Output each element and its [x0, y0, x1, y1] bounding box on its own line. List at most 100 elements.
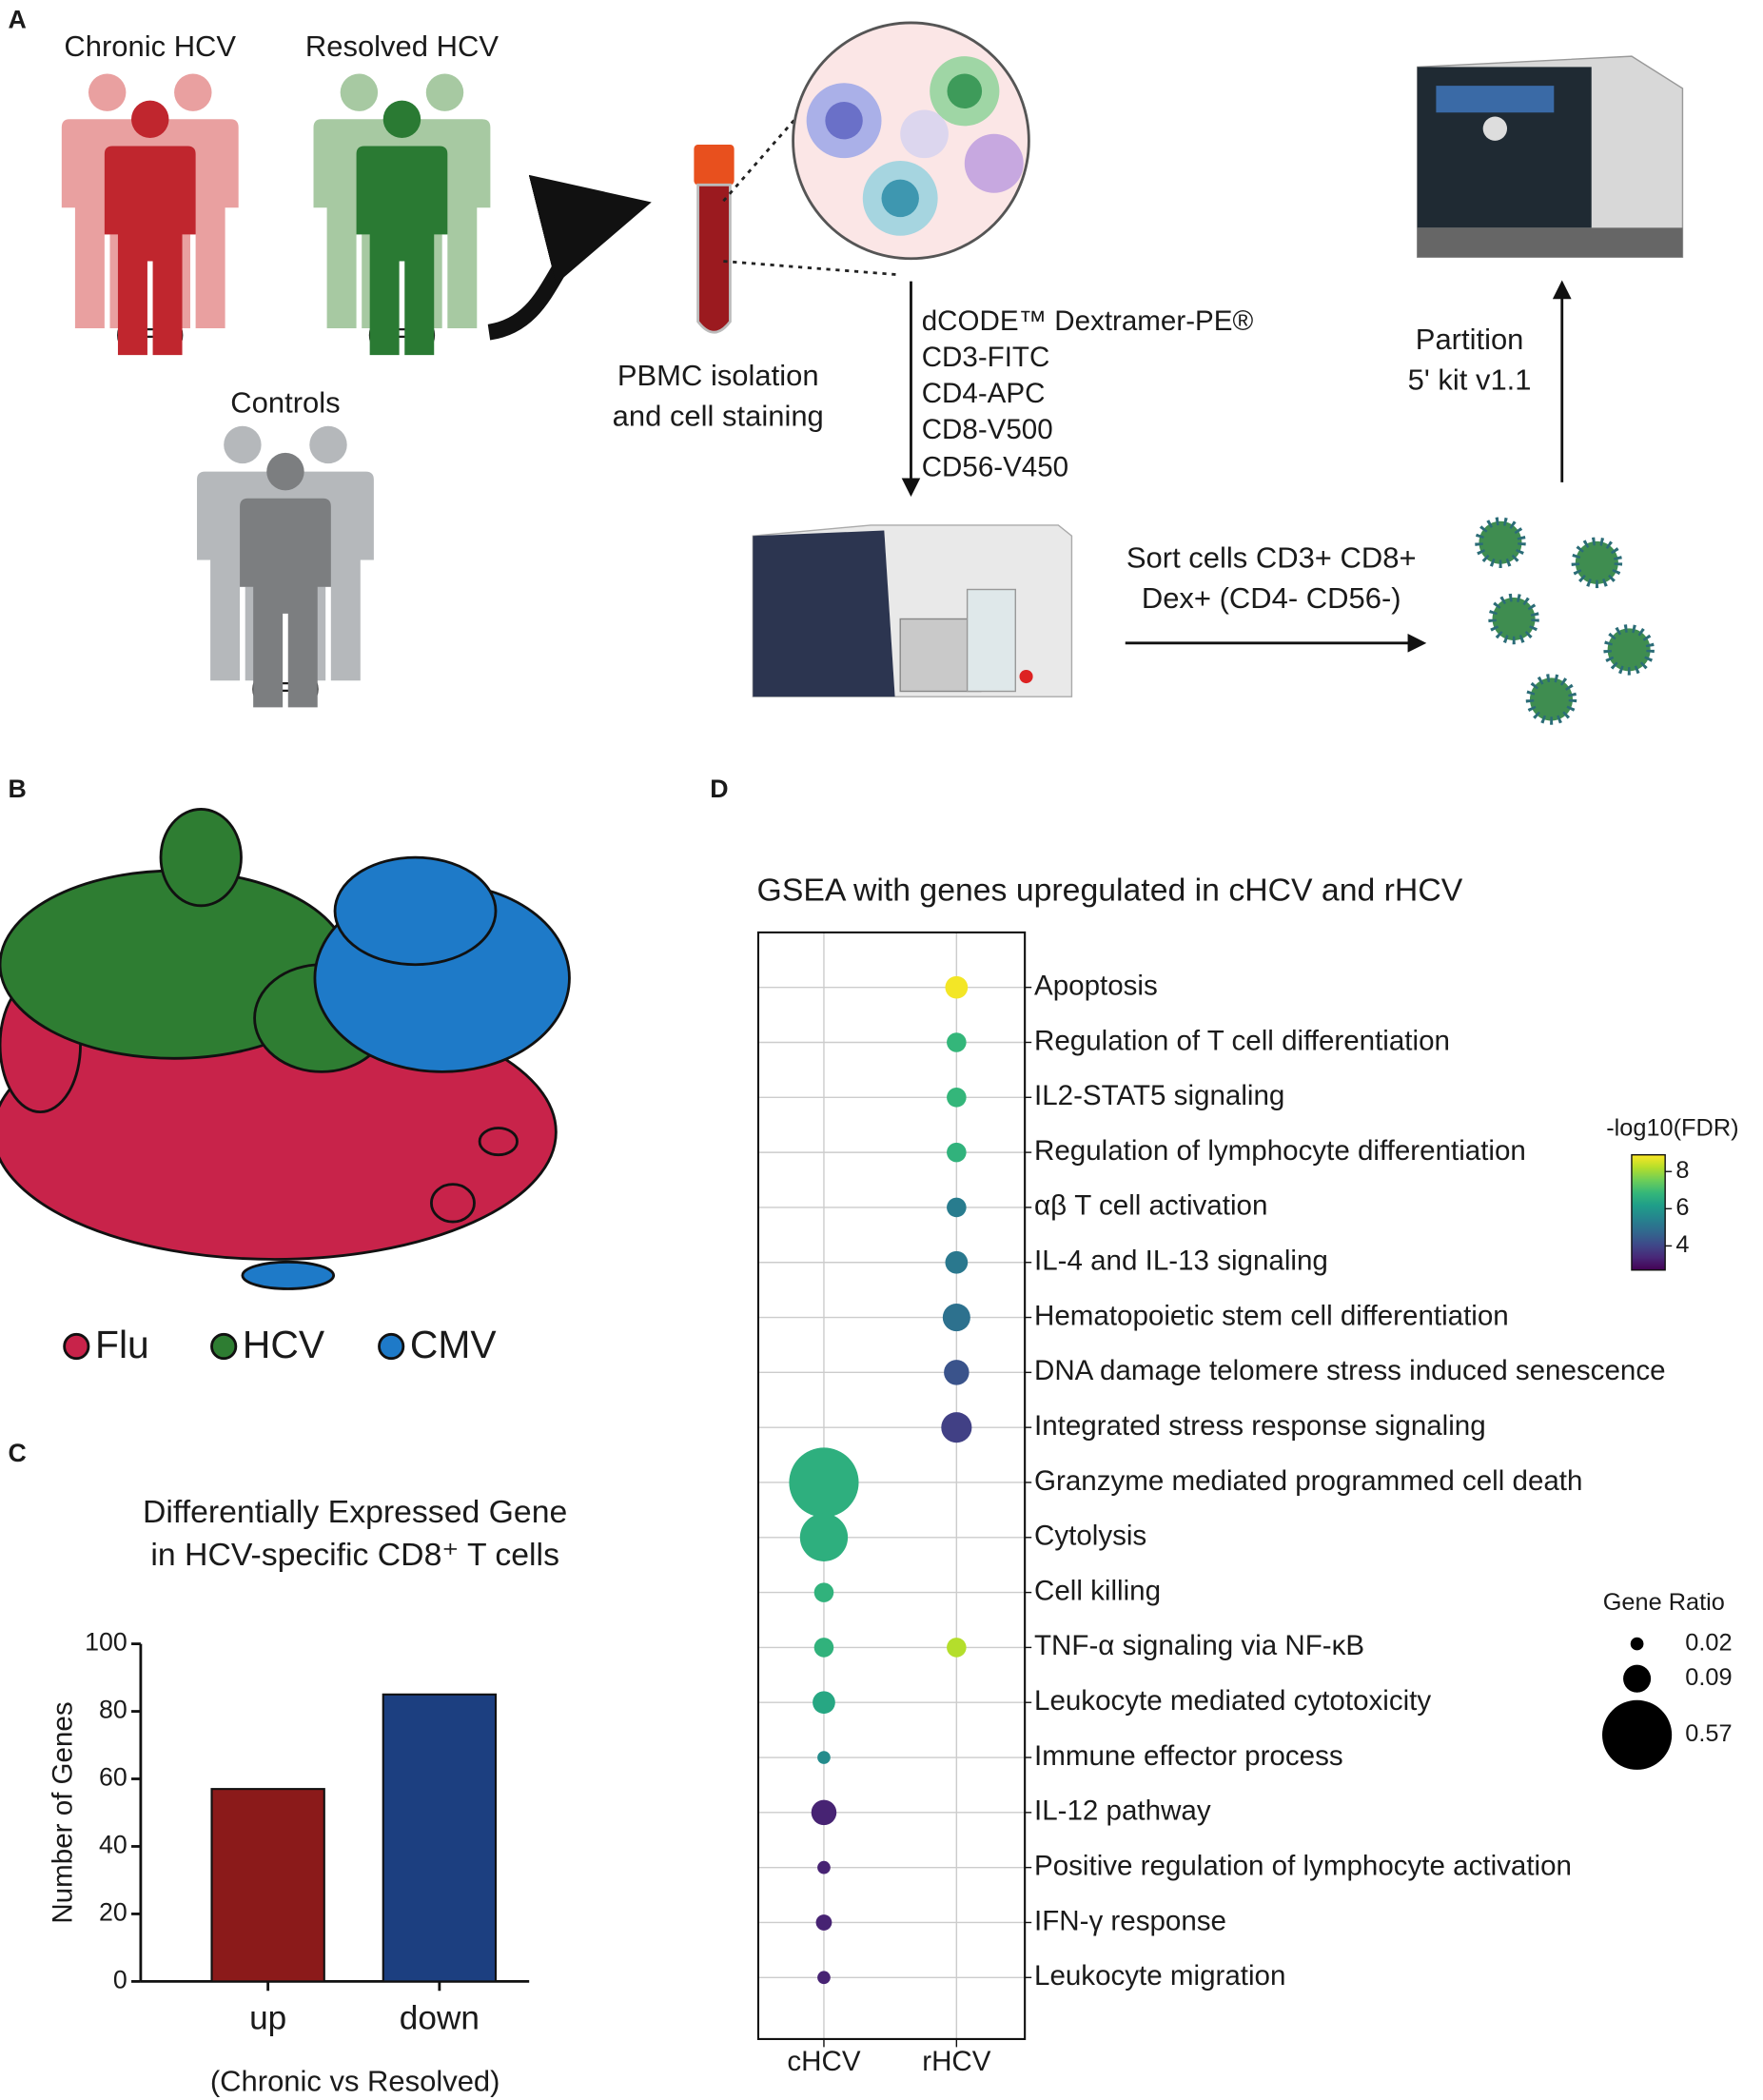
step-label: and cell staining [613, 399, 824, 432]
group-name: Controls [230, 385, 340, 419]
y-tick-label: Immune effector process [1034, 1740, 1343, 1772]
y-tick-label: 20 [99, 1897, 127, 1926]
y-tick-label: IL-12 pathway [1034, 1796, 1211, 1827]
person-head [266, 452, 304, 491]
dot [947, 1142, 967, 1163]
step-label: Sort cells CD3+ CD8+ [1126, 541, 1417, 575]
sorted-cells [1475, 517, 1655, 725]
dot [815, 1914, 833, 1931]
person-head [382, 100, 421, 139]
size-legend-label: 0.02 [1685, 1629, 1732, 1656]
stain-label: CD4-APC [922, 378, 1046, 409]
legend-label: HCV [243, 1323, 325, 1366]
person-body [356, 146, 448, 356]
cell-sorter [752, 524, 1073, 697]
stain-label: CD56-V450 [922, 452, 1068, 483]
x-tick-label: rHCV [922, 2046, 991, 2077]
dot [811, 1799, 837, 1826]
panel-label: A [9, 6, 27, 34]
legend-swatch [378, 1332, 405, 1361]
y-tick-label: Hematopoietic stem cell differentiation [1034, 1300, 1509, 1331]
dot [813, 1638, 834, 1658]
dot [813, 1691, 835, 1715]
y-tick-label: Leukocyte mediated cytotoxicity [1034, 1685, 1431, 1717]
panel-a: A Chronic HCV (n=4) Resolved HCV (n=4) C… [9, 6, 1684, 725]
y-tick-label: Leukocyte migration [1034, 1960, 1285, 1992]
colorbar-label: -log10(FDR) [1606, 1115, 1738, 1142]
dot [944, 1360, 970, 1385]
y-tick-label: TNF-α signaling via NF-κB [1034, 1630, 1364, 1661]
dot [947, 1638, 967, 1658]
arrow [487, 174, 652, 341]
person-body [104, 146, 196, 356]
step-label: Dex+ (CD4- CD56-) [1142, 581, 1401, 615]
colorbar-tick-label: 6 [1675, 1194, 1689, 1221]
step-label: Partition [1416, 323, 1524, 356]
x-axis-label: (Chronic vs Resolved) [210, 2065, 500, 2098]
y-tick-label: Cytolysis [1034, 1521, 1146, 1552]
person-head [224, 425, 262, 464]
dot [813, 1582, 834, 1602]
person-head [88, 73, 127, 111]
tsne-embedding [0, 808, 571, 1290]
y-tick-label: 100 [85, 1628, 127, 1657]
dot [817, 1971, 831, 1985]
x-tick-label: up [249, 2000, 286, 2037]
step-label: 5' kit v1.1 [1408, 363, 1532, 396]
y-tick-label: Positive regulation of lymphocyte activa… [1034, 1850, 1572, 1881]
person-head [340, 73, 379, 111]
colorbar [1631, 1153, 1666, 1271]
dot [945, 1250, 969, 1274]
legend-label: Flu [95, 1323, 149, 1366]
person-head [309, 425, 347, 464]
y-tick-label: IL2-STAT5 signaling [1034, 1080, 1284, 1111]
y-axis-label: Number of Genes [47, 1701, 78, 1923]
size-legend-dot [1602, 1699, 1673, 1770]
blood-tube [694, 145, 735, 334]
chart-title: GSEA with genes upregulated in cHCV and … [757, 873, 1463, 909]
legend-swatch [210, 1332, 238, 1361]
y-tick-label: Regulation of lymphocyte differentiation [1034, 1135, 1526, 1167]
person-head [174, 73, 212, 111]
person-head [131, 100, 169, 139]
panel-b: B [0, 775, 571, 1290]
x-tick-label: down [400, 2000, 480, 2037]
panel-label: B [9, 775, 27, 803]
y-tick-label: Granzyme mediated programmed cell death [1034, 1465, 1582, 1497]
dot [945, 975, 969, 999]
stain-label: CD8-V500 [922, 414, 1053, 445]
y-tick-label: Regulation of T cell differentiation [1034, 1025, 1450, 1056]
size-legend-dot [1623, 1664, 1652, 1693]
y-tick-label: DNA damage telomere stress induced senes… [1034, 1355, 1666, 1386]
dot [817, 1860, 831, 1874]
dot [789, 1447, 859, 1518]
y-tick-label: 40 [99, 1831, 127, 1859]
cell-zoom [792, 21, 1030, 261]
y-tick-label: αβ T cell activation [1034, 1190, 1267, 1222]
y-tick-label: 60 [99, 1763, 127, 1792]
x-tick-label: cHCV [787, 2046, 860, 2077]
y-tick-label: IFN-γ response [1034, 1905, 1226, 1936]
chromium-instrument [1416, 55, 1684, 259]
person-head [425, 73, 464, 111]
dot [817, 1751, 831, 1764]
legend-label: CMV [410, 1323, 497, 1366]
dot [941, 1412, 972, 1443]
dot [947, 1032, 967, 1052]
panel-label: C [9, 1439, 27, 1467]
legend-swatch [63, 1332, 90, 1361]
size-legend-label: 0.57 [1685, 1720, 1732, 1747]
stain-label: CD3-FITC [922, 342, 1050, 373]
y-tick-label: Integrated stress response signaling [1034, 1410, 1486, 1442]
y-tick-label: Apoptosis [1034, 970, 1158, 1001]
y-tick-label: 80 [99, 1696, 127, 1724]
stain-label: dCODE™ Dextramer-PE® [922, 305, 1254, 337]
person-body [240, 498, 331, 708]
size-legend-title: Gene Ratio [1603, 1589, 1725, 1616]
step-label: PBMC isolation [617, 359, 819, 392]
dot [947, 1197, 967, 1218]
chart-title: Differentially Expressed Gene [143, 1494, 567, 1530]
bar [210, 1788, 325, 1983]
